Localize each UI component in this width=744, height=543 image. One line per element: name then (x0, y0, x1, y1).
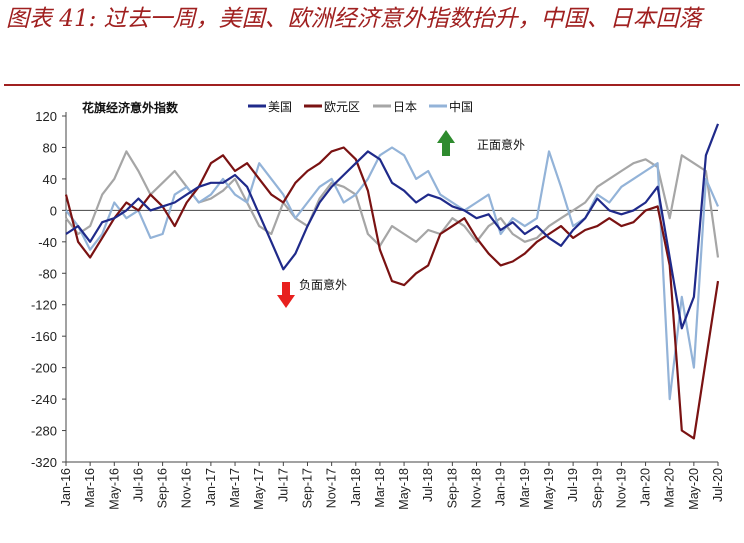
x-tick-label: Jul-16 (131, 468, 145, 502)
legend-label-3: 日本 (393, 100, 417, 114)
series-line-2 (64, 146, 720, 440)
x-tick-label: Jan-16 (59, 468, 73, 506)
x-tick-label: Mar-17 (228, 468, 242, 508)
y-tick-label: -320 (31, 455, 57, 470)
y-tick-label: 80 (43, 140, 57, 155)
y-tick-label: 0 (50, 203, 57, 218)
x-tick-label: Jan-19 (494, 468, 508, 506)
x-tick-label: Sep-18 (445, 468, 459, 508)
x-tick-label: Jul-19 (566, 468, 580, 502)
inner-chart-title: 花旗经济意外指数 (82, 100, 179, 115)
chart-title: 图表 41: 过去一周，美国、欧洲经济意外指数抬升，中国、日本回落 (6, 6, 702, 32)
negative-surprise-label: 负面意外 (299, 277, 347, 292)
y-tick-label: -280 (31, 424, 57, 439)
y-tick-label: 120 (35, 109, 57, 124)
x-tick-label: May-16 (107, 468, 121, 510)
legend-label-1: 美国 (268, 100, 292, 114)
x-tick-label: Mar-19 (518, 468, 532, 508)
x-tick-label: Nov-19 (614, 468, 628, 508)
title-divider (4, 84, 740, 86)
x-tick-label: Jul-17 (276, 468, 290, 502)
x-tick-label: Nov-17 (325, 468, 339, 508)
negative-surprise-arrow-icon (277, 282, 295, 308)
legend-label-4: 中国 (449, 99, 473, 114)
x-tick-label: May-18 (397, 468, 411, 510)
chart-series (64, 123, 720, 440)
positive-surprise-arrow-icon (437, 130, 455, 156)
x-tick-label: Jan-18 (349, 468, 363, 506)
x-tick-label: May-17 (252, 468, 266, 510)
series-line-1 (65, 123, 720, 330)
y-tick-label: 40 (43, 172, 57, 187)
y-tick-label: -200 (31, 361, 57, 376)
x-tick-label: Jan-20 (639, 468, 653, 506)
series-line-3 (65, 150, 720, 258)
y-tick-label: -240 (31, 392, 57, 407)
x-tick-label: Jul-18 (421, 468, 435, 502)
x-tick-label: Nov-18 (470, 468, 484, 508)
x-tick-label: Jul-20 (711, 468, 725, 502)
x-tick-label: Sep-17 (300, 468, 314, 508)
y-tick-label: -40 (38, 235, 57, 250)
x-tick-label: Sep-16 (156, 468, 170, 508)
chart-axes: 12080400-40-80-120-160-200-240-280-320Ja… (31, 109, 725, 510)
y-tick-label: -80 (38, 266, 57, 281)
x-tick-label: Sep-19 (590, 468, 604, 508)
positive-surprise-label: 正面意外 (477, 137, 525, 152)
x-tick-label: Nov-16 (180, 468, 194, 508)
x-tick-label: Jan-17 (204, 468, 218, 506)
x-tick-label: May-20 (687, 468, 701, 510)
x-tick-label: May-19 (542, 468, 556, 510)
legend-label-2: 欧元区 (324, 100, 360, 114)
x-tick-label: Mar-16 (83, 468, 97, 508)
x-tick-label: Mar-18 (373, 468, 387, 508)
y-tick-label: -160 (31, 329, 57, 344)
x-tick-label: Mar-20 (663, 468, 677, 508)
series-line-4 (65, 146, 720, 401)
y-tick-label: -120 (31, 298, 57, 313)
